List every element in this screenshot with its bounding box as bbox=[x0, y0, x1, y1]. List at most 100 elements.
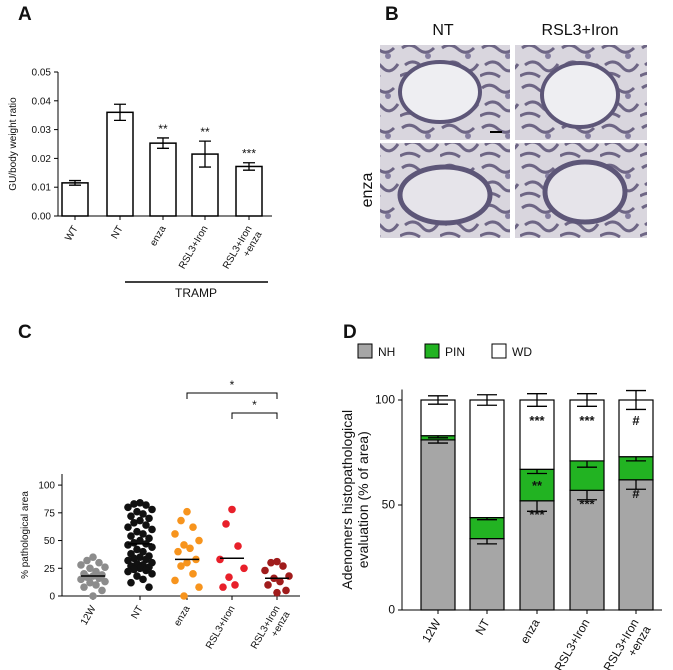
point bbox=[133, 507, 141, 516]
point bbox=[171, 576, 179, 585]
x-tick-label: 12W bbox=[79, 604, 99, 628]
point bbox=[240, 564, 248, 573]
y-tick-label: 100 bbox=[375, 393, 395, 407]
legend-label: WD bbox=[512, 345, 532, 359]
panel-label: B bbox=[385, 4, 399, 25]
gland bbox=[398, 60, 482, 124]
bar-segment bbox=[519, 500, 555, 611]
point bbox=[83, 556, 91, 565]
error-bar bbox=[577, 393, 597, 407]
point bbox=[177, 562, 185, 570]
point bbox=[234, 542, 242, 550]
legend-label: PIN bbox=[445, 345, 465, 359]
point bbox=[136, 564, 144, 573]
point bbox=[130, 538, 138, 547]
error-bar bbox=[477, 394, 497, 406]
point bbox=[127, 532, 135, 540]
error-bar bbox=[199, 140, 211, 168]
point bbox=[124, 556, 132, 565]
point bbox=[180, 541, 188, 549]
significance: *** bbox=[579, 496, 595, 511]
point bbox=[139, 547, 147, 556]
significance: *** bbox=[242, 147, 256, 161]
point bbox=[101, 563, 109, 571]
error-bar bbox=[114, 103, 126, 122]
point bbox=[80, 583, 88, 591]
point bbox=[222, 520, 230, 528]
y-tick-label: 0.02 bbox=[32, 154, 52, 165]
point bbox=[142, 521, 150, 529]
point bbox=[148, 525, 156, 534]
y-axis-label: Adenomers histopathological bbox=[339, 410, 355, 590]
gland bbox=[397, 164, 493, 226]
point bbox=[127, 512, 135, 520]
significance: ** bbox=[532, 478, 543, 493]
bar-segment bbox=[469, 537, 505, 611]
x-tick-label: RSL3+Iron bbox=[177, 224, 211, 271]
y-tick-label: 0 bbox=[388, 603, 395, 617]
bar-segment bbox=[618, 479, 654, 611]
point bbox=[136, 553, 144, 561]
point bbox=[124, 541, 132, 549]
bar-segment bbox=[569, 399, 605, 462]
x-tick-label: enza bbox=[148, 224, 169, 249]
y-tick-label: 0 bbox=[49, 592, 55, 603]
bar bbox=[106, 111, 134, 217]
point bbox=[195, 583, 203, 591]
x-tick-label: NT bbox=[472, 616, 492, 637]
point bbox=[101, 577, 109, 586]
point bbox=[130, 519, 138, 527]
significance: * bbox=[252, 398, 257, 412]
legend-swatch bbox=[491, 343, 507, 359]
panel-label: A bbox=[18, 4, 32, 25]
y-axis-label: evaluation (% of area) bbox=[355, 431, 371, 568]
error-bar bbox=[626, 389, 646, 411]
y-tick-label: 25 bbox=[44, 564, 56, 575]
point bbox=[276, 577, 284, 586]
point bbox=[264, 581, 272, 589]
significance: # bbox=[632, 486, 640, 501]
x-tick-label: enza bbox=[517, 616, 542, 646]
point bbox=[136, 536, 144, 545]
row-header: enza bbox=[359, 173, 376, 208]
significance: * bbox=[230, 378, 235, 392]
y-tick-label: 75 bbox=[44, 508, 56, 519]
group-label: TRAMP bbox=[175, 286, 217, 300]
point bbox=[139, 575, 147, 584]
point bbox=[279, 562, 287, 570]
point bbox=[139, 510, 147, 518]
point bbox=[282, 586, 290, 595]
point bbox=[261, 566, 269, 575]
point bbox=[136, 516, 144, 525]
bar-segment bbox=[469, 399, 505, 519]
point bbox=[136, 499, 144, 507]
point bbox=[130, 554, 138, 563]
panel-label: D bbox=[343, 322, 357, 343]
x-tick-label: NT bbox=[129, 604, 145, 621]
point bbox=[186, 544, 194, 553]
significance: *** bbox=[529, 413, 545, 428]
y-axis-label: % pathological area bbox=[20, 491, 31, 579]
x-tick-label: RSL3+Iron+enza bbox=[221, 224, 265, 277]
y-tick-label: 0.04 bbox=[32, 96, 52, 107]
bar bbox=[61, 182, 89, 217]
point bbox=[216, 555, 224, 564]
point bbox=[177, 516, 185, 525]
point bbox=[130, 500, 138, 508]
point bbox=[95, 558, 103, 567]
gland bbox=[540, 61, 620, 129]
y-tick-label: 100 bbox=[38, 481, 55, 492]
point bbox=[148, 570, 156, 578]
point bbox=[133, 545, 141, 554]
bar-segment bbox=[469, 516, 505, 540]
point bbox=[189, 523, 197, 532]
point bbox=[145, 534, 153, 543]
point bbox=[86, 578, 94, 587]
point bbox=[183, 558, 191, 567]
y-tick-label: 0.00 bbox=[32, 212, 52, 223]
gland bbox=[542, 159, 628, 225]
point bbox=[189, 570, 197, 578]
x-tick-label: RSL3+Iron+enza bbox=[601, 616, 654, 670]
bracket bbox=[231, 412, 278, 419]
point bbox=[228, 505, 236, 514]
